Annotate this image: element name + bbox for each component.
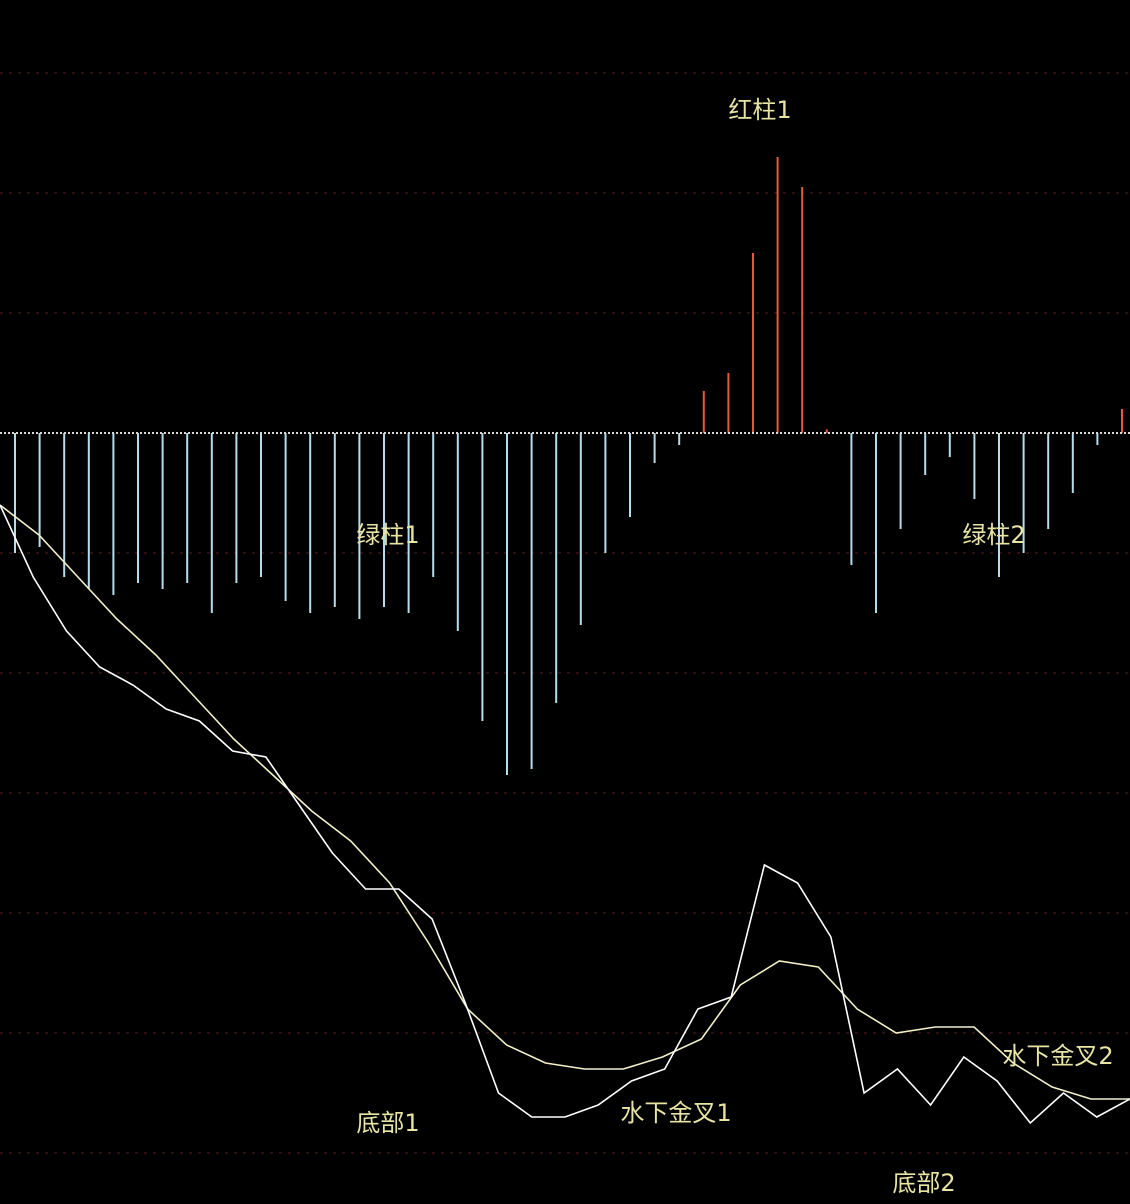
annotation-red-bar-1: 红柱1 xyxy=(728,96,791,124)
histogram-bars xyxy=(14,157,1123,775)
annotation-bottom-2: 底部2 xyxy=(892,1169,955,1197)
annotation-green-bar-2: 绿柱2 xyxy=(962,521,1025,549)
annotation-golden-cross-2: 水下金叉2 xyxy=(1002,1042,1113,1070)
dea-line xyxy=(0,504,1130,1100)
annotation-golden-cross-1: 水下金叉1 xyxy=(620,1099,731,1127)
annotation-green-bar-1: 绿柱1 xyxy=(356,521,419,549)
dif-line xyxy=(0,504,1130,1125)
annotation-bottom-1: 底部1 xyxy=(356,1109,419,1137)
